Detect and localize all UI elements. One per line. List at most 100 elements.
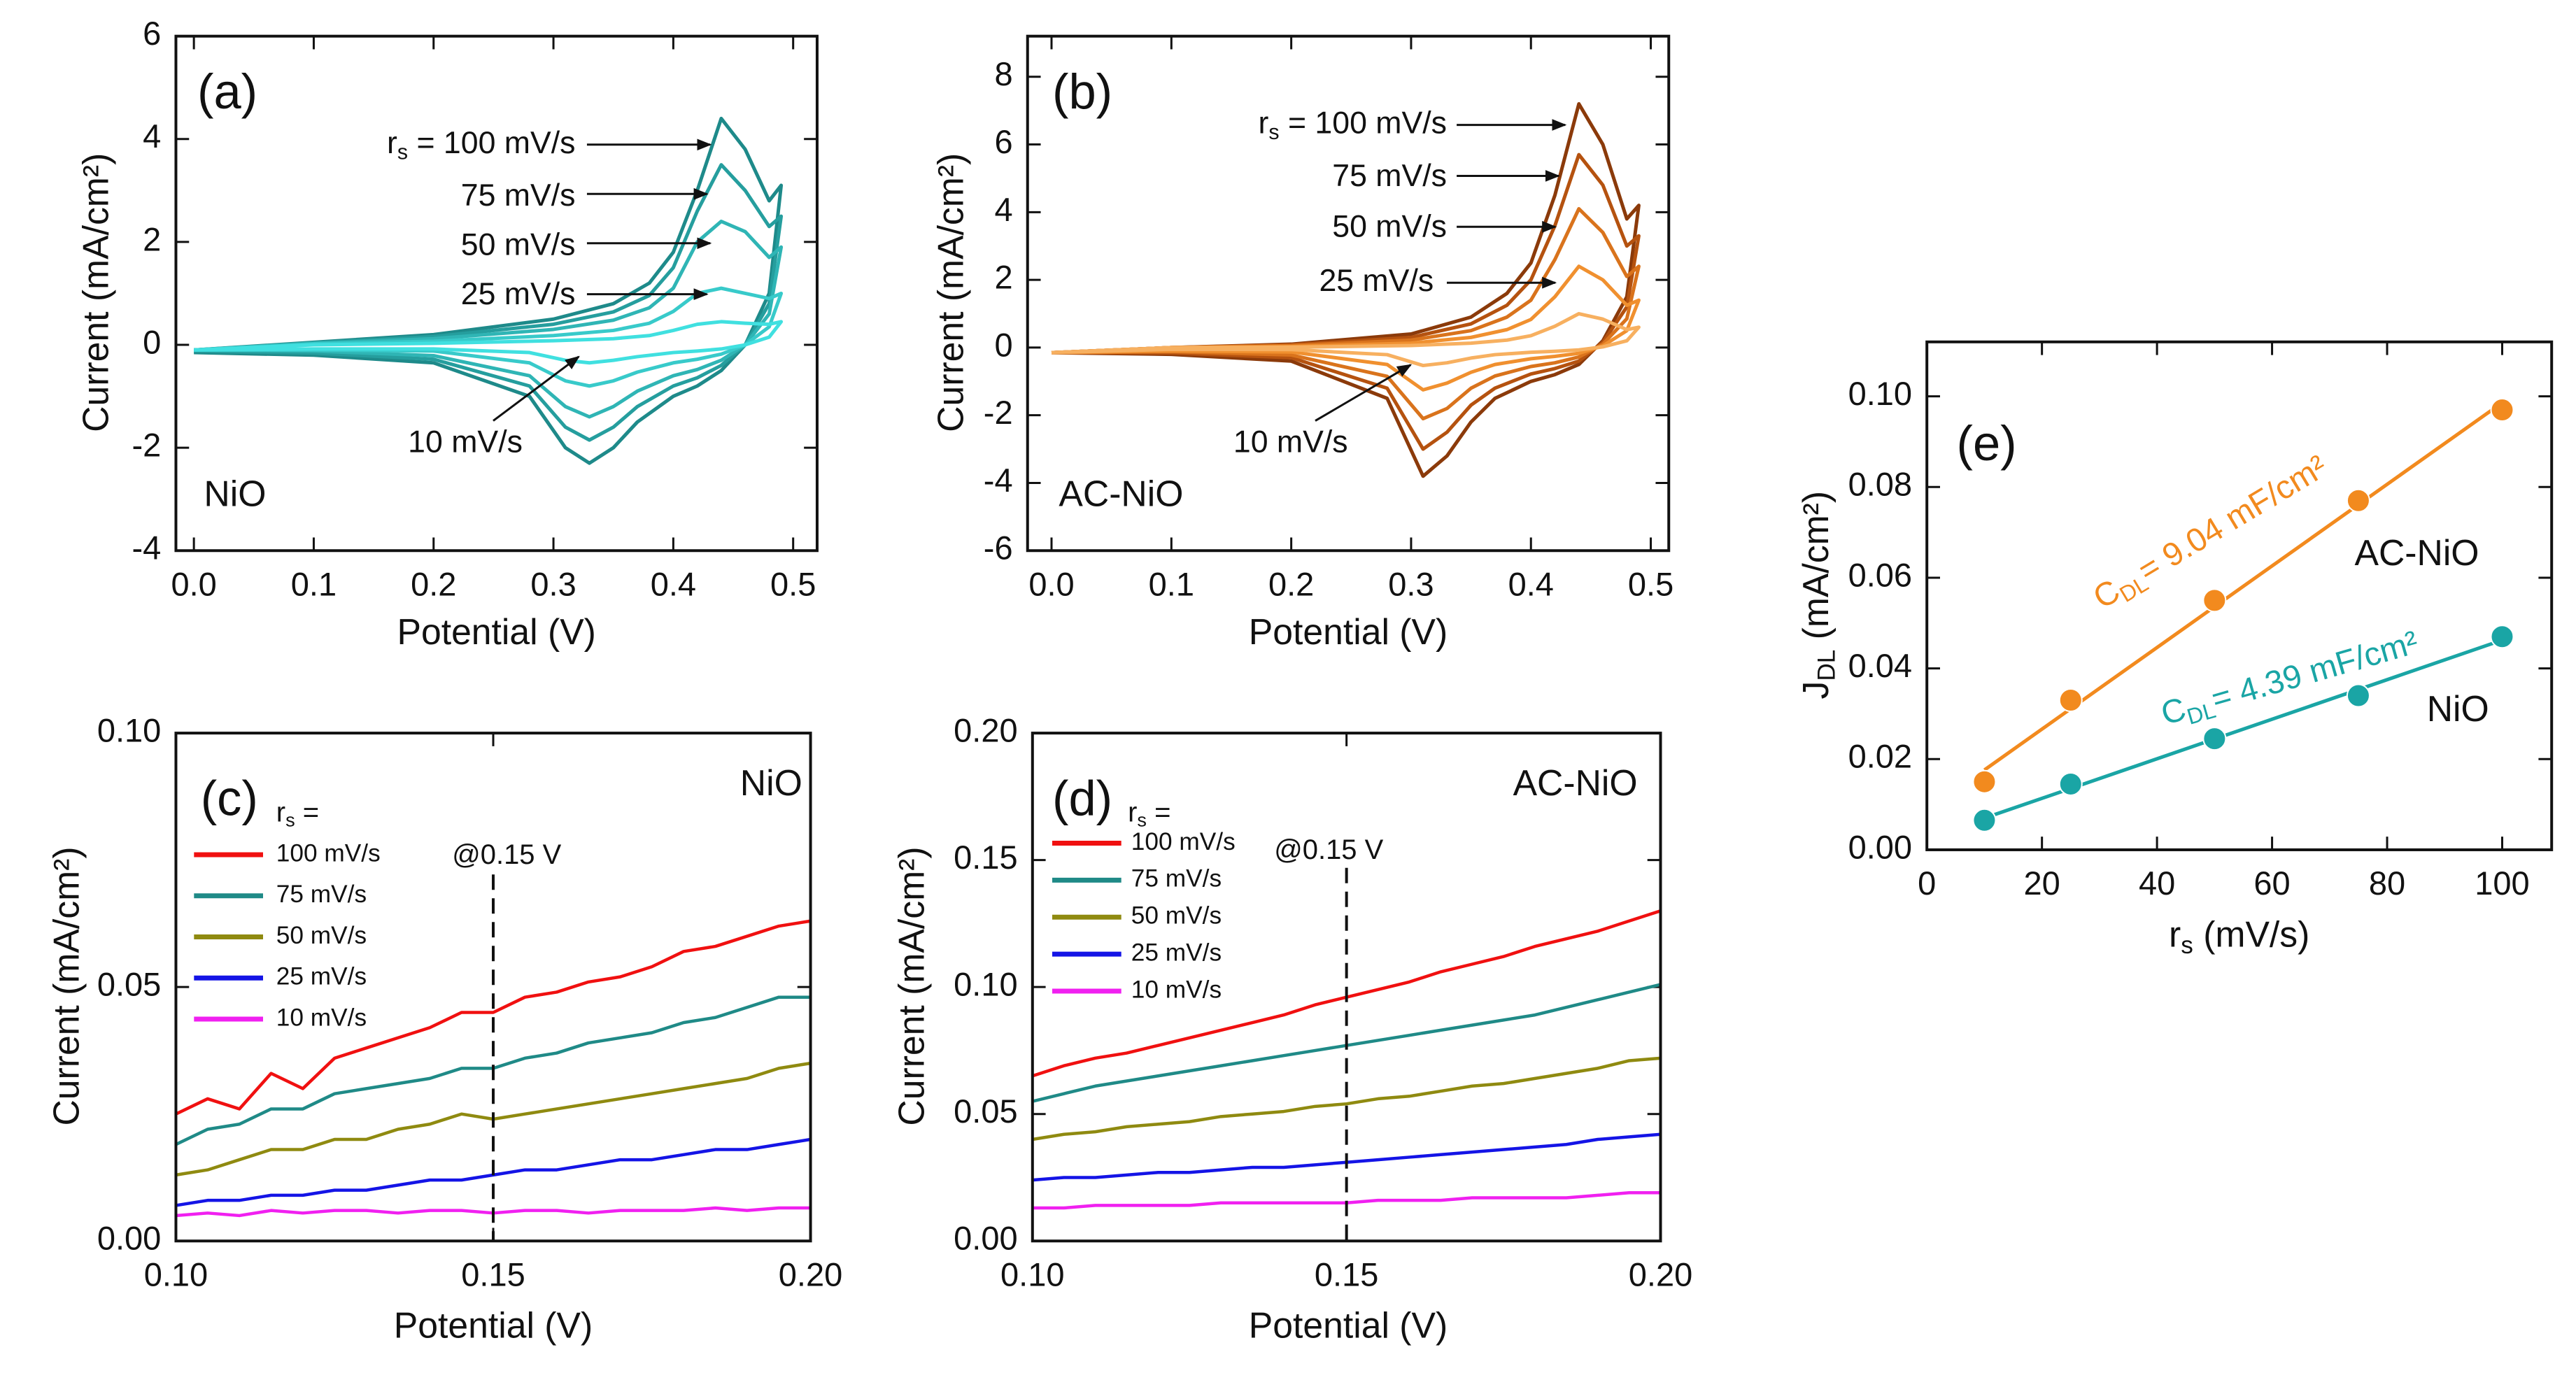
axis-frame (174, 34, 819, 553)
rate-value: 10 mV/s (408, 425, 523, 459)
data-point (2058, 688, 2083, 712)
series-label: NiO (2427, 688, 2489, 729)
y-tick-label: 0.04 (1848, 647, 1912, 684)
legend-label: 10 mV/s (1131, 976, 1222, 1003)
y-tick-label: 0.20 (954, 712, 1017, 749)
y-tick-label: 2 (143, 220, 161, 257)
rate-value: 50 mV/s (461, 227, 576, 262)
x-tick-label: 100 (2475, 865, 2529, 902)
data-point (2202, 588, 2227, 613)
sample-label: NiO (204, 473, 266, 513)
panel-label: (a) (197, 64, 257, 119)
series-label: AC-NiO (2354, 532, 2479, 573)
panel: 0.0 0.1 0.2 0.3 0.4 0.5 -4 -2 0 2 4 6 Potential (V) C… (76, 15, 819, 652)
rate-label: 75 mV/s (1332, 159, 1447, 193)
x-tick-label: 0.1 (291, 565, 337, 602)
text-tail: = (295, 797, 319, 827)
y-tick-label: 0.15 (954, 839, 1017, 876)
y-tick-label: -2 (984, 394, 1013, 431)
y-tick-label: 0.10 (1848, 375, 1912, 412)
data-point (2058, 771, 2083, 796)
text-main: r (1128, 797, 1137, 827)
legend-label: 75 mV/s (1131, 865, 1222, 892)
y-tick-label: -2 (132, 427, 162, 464)
x-tick-label: 0.20 (1629, 1255, 1692, 1293)
data-point (2202, 727, 2227, 751)
series-line (1051, 312, 1641, 368)
y-tick-label: 0.08 (1848, 466, 1912, 503)
y-tick-label: 4 (994, 191, 1012, 228)
legend-label: 75 mV/s (276, 881, 367, 908)
panel: 0.10 0.15 0.20 0.00 0.05 0.10 Potential (V) Cur… (45, 712, 842, 1346)
x-tick-label: 0.5 (770, 565, 816, 602)
rate-label: 50 mV/s (461, 227, 576, 262)
data-point (2490, 625, 2514, 649)
text-tail: (mV/s) (2193, 913, 2310, 954)
rate-value: 25 mV/s (1319, 264, 1434, 298)
legend-label: 25 mV/s (1131, 939, 1222, 966)
text-main: r (2169, 913, 2181, 954)
x-tick-label: 0.4 (1508, 565, 1554, 602)
y-tick-label: 0.00 (954, 1220, 1017, 1257)
legend-label: 50 mV/s (276, 922, 367, 949)
series-line (1032, 1056, 1661, 1141)
y-tick-label: 4 (143, 118, 161, 155)
rate-value: 75 mV/s (1332, 159, 1447, 193)
legend-label: 10 mV/s (276, 1004, 367, 1031)
x-tick-label: 0.20 (779, 1255, 842, 1293)
text-tail: = (408, 126, 444, 160)
text-main: J (1795, 681, 1836, 699)
x-tick-label: 0.3 (1388, 565, 1434, 602)
legend-label: 100 mV/s (1131, 828, 1236, 855)
sample-label: AC-NiO (1059, 473, 1183, 513)
data-point (1972, 769, 1997, 794)
x-axis-label: Potential (V) (1249, 1304, 1448, 1345)
y-tick-label: 0 (143, 323, 161, 360)
x-axis-label: Potential (V) (1249, 611, 1448, 652)
x-axis-label: Potential (V) (394, 1304, 593, 1345)
rate-label: 50 mV/s (1332, 209, 1447, 243)
x-tick-label: 0.5 (1628, 565, 1673, 602)
arrow (493, 355, 580, 422)
y-tick-label: 0.10 (97, 712, 161, 749)
series-line (176, 919, 811, 1116)
series-line (194, 220, 784, 419)
series-line (194, 286, 784, 388)
x-tick-label: 0 (1918, 865, 1936, 902)
text-main: r (387, 126, 397, 160)
x-tick-label: 20 (2024, 865, 2060, 902)
y-tick-label: -4 (132, 529, 162, 567)
series-line (193, 163, 784, 442)
x-axis-label: Potential (V) (397, 611, 595, 652)
rate-value: 100 mV/s (1315, 106, 1447, 140)
y-tick-label: 0.00 (97, 1220, 161, 1257)
legend-label: 50 mV/s (1131, 902, 1222, 930)
x-tick-label: 0.10 (144, 1255, 208, 1293)
y-axis-label: Current (mA/cm²) (76, 153, 116, 432)
x-tick-label: 40 (2139, 865, 2175, 902)
y-tick-label: 6 (994, 123, 1012, 160)
data-point (1972, 808, 1997, 832)
legend-title: rs = (276, 797, 319, 831)
panel-label: (c) (201, 770, 258, 825)
y-tick-label: 0 (994, 326, 1012, 363)
y-tick-label: 0.10 (954, 966, 1017, 1003)
rate-value: 50 mV/s (1332, 209, 1447, 243)
text-subscript: s (285, 809, 295, 831)
rate-value: 100 mV/s (444, 126, 576, 160)
x-axis-label: rs (mV/s) (2169, 913, 2309, 959)
x-tick-label: 0.15 (1315, 1255, 1378, 1293)
x-tick-label: 0.15 (461, 1255, 525, 1293)
legend-title: rs = (1128, 797, 1170, 831)
y-axis-label: Current (mA/cm²) (891, 846, 931, 1125)
data-point (2346, 683, 2370, 708)
reference-label: @0.15 V (452, 839, 561, 870)
y-tick-label: 0.00 (1848, 828, 1912, 865)
data-point (2346, 488, 2370, 513)
y-tick-label: 0.05 (954, 1093, 1017, 1130)
axis-frame (1031, 732, 1662, 1243)
legend-label: 100 mV/s (276, 839, 381, 867)
y-tick-label: 0.06 (1848, 556, 1912, 593)
